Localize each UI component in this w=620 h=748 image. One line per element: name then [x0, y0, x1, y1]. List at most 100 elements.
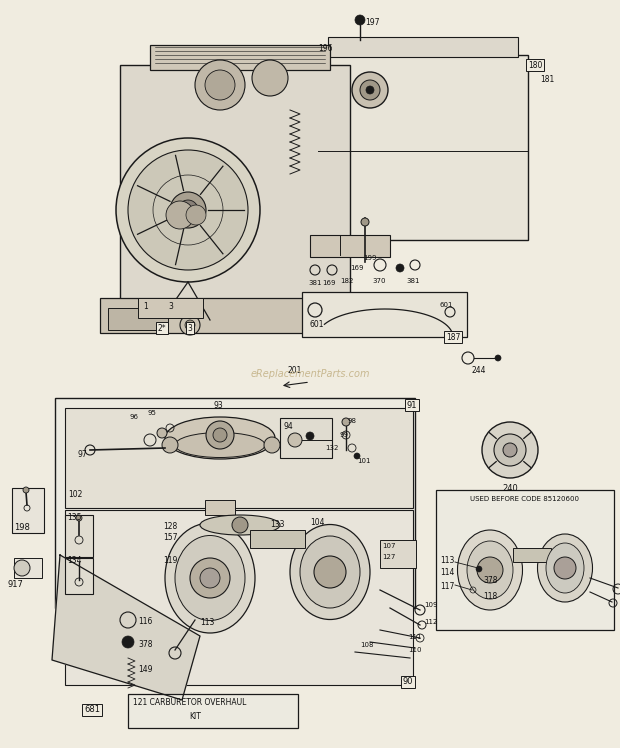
- Circle shape: [190, 558, 230, 598]
- Circle shape: [495, 355, 501, 361]
- Text: 121 CARBURETOR OVERHAUL: 121 CARBURETOR OVERHAUL: [133, 698, 246, 707]
- Bar: [128, 694, 298, 728]
- Text: 2*: 2*: [157, 323, 166, 333]
- Text: 381: 381: [406, 278, 420, 284]
- Bar: [302, 292, 467, 337]
- Bar: [310, 235, 390, 257]
- Text: 199: 199: [363, 255, 376, 261]
- Circle shape: [180, 315, 200, 335]
- Circle shape: [128, 150, 248, 270]
- Ellipse shape: [175, 536, 245, 621]
- Ellipse shape: [467, 541, 513, 599]
- Circle shape: [162, 437, 178, 453]
- Circle shape: [195, 60, 245, 110]
- Text: 135: 135: [67, 513, 81, 522]
- Bar: [65, 558, 93, 594]
- Circle shape: [366, 86, 374, 94]
- Bar: [12, 488, 44, 533]
- Bar: [513, 548, 551, 562]
- Text: 181: 181: [540, 75, 554, 84]
- Text: 157: 157: [163, 533, 177, 542]
- Text: 93: 93: [213, 401, 223, 410]
- Bar: [205, 500, 235, 515]
- Text: 110: 110: [408, 647, 422, 653]
- Text: 90: 90: [403, 678, 414, 687]
- Text: 109: 109: [424, 602, 438, 608]
- Circle shape: [206, 421, 234, 449]
- Text: 95: 95: [148, 410, 157, 416]
- Bar: [150, 45, 330, 70]
- Text: 1: 1: [143, 302, 148, 311]
- Circle shape: [116, 138, 260, 282]
- Text: 169: 169: [322, 280, 335, 286]
- Circle shape: [503, 443, 517, 457]
- Text: 134: 134: [67, 556, 81, 565]
- Text: 99: 99: [340, 432, 349, 438]
- Text: 198: 198: [14, 523, 30, 532]
- Text: KIT: KIT: [189, 712, 201, 721]
- Bar: [436, 490, 614, 630]
- Text: 113: 113: [200, 618, 215, 627]
- Text: 601: 601: [440, 302, 453, 308]
- Bar: [280, 418, 332, 458]
- Text: 3: 3: [188, 323, 192, 333]
- Text: 180: 180: [528, 61, 542, 70]
- Circle shape: [476, 566, 482, 572]
- Ellipse shape: [300, 536, 360, 608]
- Circle shape: [396, 264, 404, 272]
- Text: 97: 97: [78, 450, 88, 459]
- Bar: [55, 398, 415, 608]
- Ellipse shape: [200, 515, 280, 535]
- Bar: [120, 65, 350, 305]
- Circle shape: [14, 560, 30, 576]
- Text: 111: 111: [408, 634, 422, 640]
- Bar: [14, 558, 42, 578]
- Text: 117: 117: [440, 582, 454, 591]
- Ellipse shape: [175, 432, 265, 458]
- Circle shape: [170, 192, 206, 228]
- Circle shape: [185, 320, 195, 330]
- Text: 119: 119: [163, 556, 177, 565]
- Bar: [100, 298, 360, 333]
- Text: 107: 107: [382, 543, 396, 549]
- Text: 601: 601: [310, 320, 324, 329]
- Circle shape: [76, 515, 82, 521]
- Circle shape: [361, 218, 369, 226]
- Bar: [65, 510, 413, 685]
- Polygon shape: [52, 555, 200, 700]
- Text: 201: 201: [288, 366, 302, 375]
- Bar: [250, 530, 305, 548]
- Text: 197: 197: [365, 17, 379, 26]
- Text: 917: 917: [8, 580, 24, 589]
- Ellipse shape: [538, 534, 593, 602]
- Text: 94: 94: [283, 422, 293, 431]
- Circle shape: [352, 72, 388, 108]
- Text: 378: 378: [138, 640, 153, 649]
- Circle shape: [477, 557, 503, 583]
- Circle shape: [166, 201, 194, 229]
- Circle shape: [186, 205, 206, 225]
- Text: 169: 169: [350, 265, 363, 271]
- Ellipse shape: [165, 523, 255, 633]
- Text: 244: 244: [472, 366, 487, 375]
- Circle shape: [314, 556, 346, 588]
- Circle shape: [355, 15, 365, 25]
- Text: 240: 240: [502, 484, 518, 493]
- Bar: [108, 308, 168, 330]
- Text: 381: 381: [308, 280, 322, 286]
- Ellipse shape: [165, 417, 275, 459]
- Bar: [318, 55, 528, 240]
- Circle shape: [354, 453, 360, 459]
- Text: 187: 187: [446, 333, 460, 342]
- Text: 112: 112: [424, 619, 437, 625]
- Text: 96: 96: [130, 414, 139, 420]
- Bar: [65, 515, 93, 557]
- Text: 133: 133: [270, 520, 285, 529]
- Text: 378: 378: [483, 576, 497, 585]
- Text: 182: 182: [340, 278, 353, 284]
- Circle shape: [178, 200, 198, 220]
- Text: 681: 681: [84, 705, 100, 714]
- Text: 196: 196: [318, 43, 332, 52]
- Circle shape: [200, 568, 220, 588]
- Circle shape: [205, 70, 235, 100]
